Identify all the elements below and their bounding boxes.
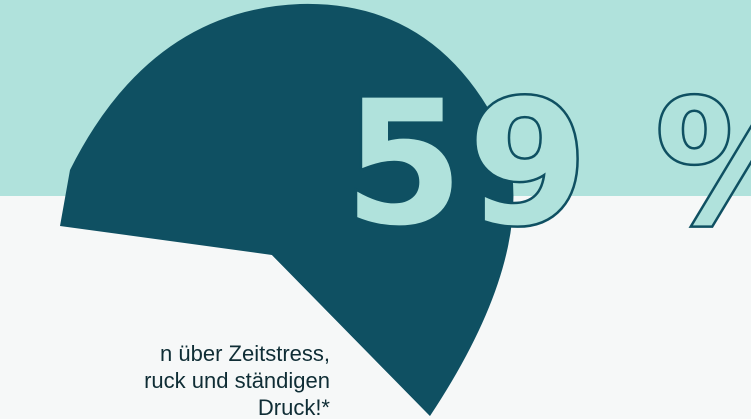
headline-percent: 59 % (342, 63, 751, 264)
caption-line: n über Zeitstress, (160, 341, 330, 366)
pie-segment-fill (60, 3, 514, 417)
caption-line: ruck und ständigen (144, 368, 330, 393)
caption-line: Druck!* (257, 395, 330, 419)
caption: n über Zeitstress, ruck und ständigen Dr… (0, 340, 330, 419)
